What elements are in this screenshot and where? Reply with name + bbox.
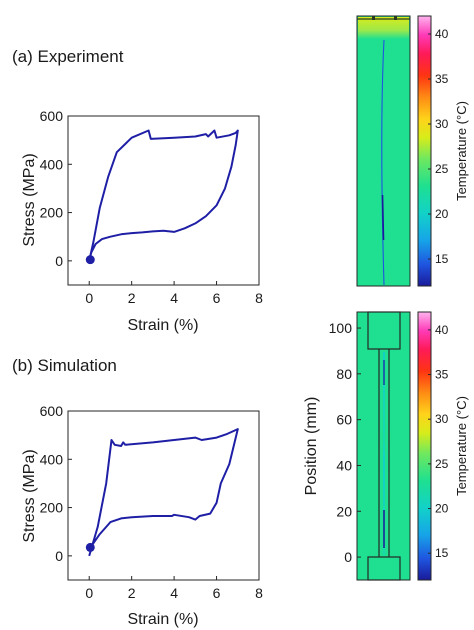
x-tick-label-experiment-3: 6 bbox=[213, 290, 221, 306]
colorbar-tick-label-0-4: 35 bbox=[435, 72, 449, 86]
x-tick-label-experiment-2: 4 bbox=[170, 290, 178, 306]
y-tick-label-simulation-3: 600 bbox=[40, 403, 64, 419]
chart-simulation: (b) Simulation 0 2 4 6 8 0 200 400 600 Strain (%… bbox=[12, 356, 263, 628]
x-tick-label-experiment-1: 2 bbox=[128, 290, 136, 306]
x-tick-label-simulation-0: 0 bbox=[85, 585, 93, 601]
x-tick-label-simulation-3: 6 bbox=[213, 585, 221, 601]
chart-title-simulation: (b) Simulation bbox=[12, 356, 117, 375]
y-tick-label-simulation-2: 400 bbox=[40, 451, 64, 467]
heatmap-upper-grip-simulation bbox=[367, 311, 401, 350]
position-tick-label-0: 0 bbox=[344, 549, 352, 565]
position-tick-label-2: 40 bbox=[336, 457, 352, 473]
colorbar-simulation bbox=[417, 311, 432, 581]
stress-strain-line-experiment bbox=[88, 129, 239, 262]
colorbar-tick-label-1-1: 20 bbox=[435, 502, 449, 516]
colorbar-label-experiment: Temperature (°C) bbox=[454, 101, 469, 201]
colorbar-tick-label-1-2: 25 bbox=[435, 457, 449, 471]
colorbar-tick-label-0-0: 15 bbox=[435, 252, 449, 266]
colorbar-tick-label-0-2: 25 bbox=[435, 162, 449, 176]
x-axis-label-experiment: Strain (%) bbox=[127, 317, 198, 334]
y-tick-label-experiment-0: 0 bbox=[55, 253, 63, 269]
y-axis-label-simulation: Stress (MPa) bbox=[21, 449, 38, 542]
x-tick-label-simulation-1: 2 bbox=[128, 585, 136, 601]
chart-experiment: (a) Experiment 0 2 4 6 8 0 200 400 600 Strain (%… bbox=[12, 47, 263, 334]
position-tick-label-4: 80 bbox=[336, 366, 352, 382]
colorbar-experiment bbox=[417, 15, 432, 287]
colorbar-tick-label-0-3: 30 bbox=[435, 117, 449, 131]
heatmap-band-simulation bbox=[383, 352, 385, 555]
y-tick-label-simulation-0: 0 bbox=[55, 548, 63, 564]
x-tick-label-experiment-4: 8 bbox=[255, 290, 263, 306]
start-marker-simulation bbox=[85, 542, 95, 552]
axes-simulation: 0 2 4 6 8 0 200 400 600 bbox=[40, 403, 263, 601]
heatmap-band-dark-experiment bbox=[381, 194, 385, 241]
heatmap-hot-band-experiment bbox=[358, 17, 409, 39]
colorbar-tick-label-1-5: 40 bbox=[435, 323, 449, 337]
plot-frame-simulation bbox=[67, 410, 260, 581]
x-tick-label-experiment-0: 0 bbox=[85, 290, 93, 306]
start-marker-experiment bbox=[85, 255, 95, 265]
colorbar-tick-label-0-5: 40 bbox=[435, 27, 449, 41]
position-tick-label-5: 100 bbox=[329, 320, 353, 336]
stress-strain-line-simulation bbox=[88, 428, 239, 557]
x-tick-label-simulation-4: 8 bbox=[255, 585, 263, 601]
heatmap-y-axis-simulation: 0 20 40 60 80 100 bbox=[329, 320, 361, 565]
y-axis-label-experiment: Stress (MPa) bbox=[21, 153, 38, 246]
colorbar-label-simulation: Temperature (°C) bbox=[454, 396, 469, 496]
x-tick-label-simulation-2: 4 bbox=[170, 585, 178, 601]
colorbar-tick-label-1-3: 30 bbox=[435, 412, 449, 426]
colorbar-ticks-simulation: 15 20 25 30 35 40 bbox=[428, 323, 449, 560]
y-tick-label-experiment-3: 600 bbox=[40, 108, 64, 124]
position-tick-label-3: 60 bbox=[336, 412, 352, 428]
y-tick-label-simulation-1: 200 bbox=[40, 500, 64, 516]
heatmap-band-line-experiment bbox=[381, 39, 385, 286]
colorbar-tick-label-1-4: 35 bbox=[435, 368, 449, 382]
plot-frame-experiment bbox=[67, 115, 260, 286]
colorbar-tick-label-0-1: 20 bbox=[435, 207, 449, 221]
y-tick-label-experiment-2: 400 bbox=[40, 156, 64, 172]
colorbar-ticks-experiment: 15 20 25 30 35 40 bbox=[428, 27, 449, 266]
x-axis-label-simulation: Strain (%) bbox=[127, 611, 198, 628]
heatmap-lower-grip-simulation bbox=[367, 556, 401, 581]
y-tick-label-experiment-1: 200 bbox=[40, 205, 64, 221]
heatmap-y-axis-label-simulation: Position (mm) bbox=[303, 397, 320, 496]
heatmap-grip-right-experiment bbox=[394, 16, 397, 20]
chart-title-experiment: (a) Experiment bbox=[12, 47, 124, 66]
axes-experiment: 0 2 4 6 8 0 200 400 600 bbox=[40, 108, 263, 306]
colorbar-tick-label-1-0: 15 bbox=[435, 546, 449, 560]
position-tick-label-1: 20 bbox=[336, 503, 352, 519]
heatmap-grip-left-experiment bbox=[372, 16, 375, 20]
heatmap-experiment: 15 20 25 30 35 40 Temperature (°C) bbox=[356, 15, 469, 287]
